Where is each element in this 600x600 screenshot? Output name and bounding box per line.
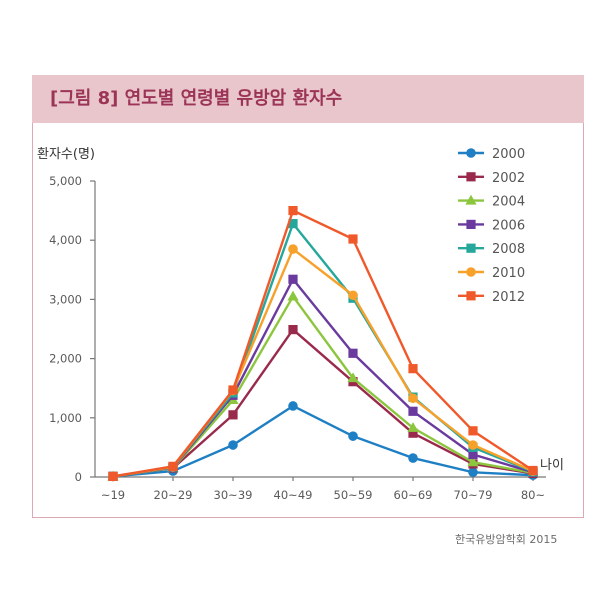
series-2008-point: [288, 219, 298, 229]
series-2010: [108, 244, 538, 482]
figure-title: [그림 8] 연도별 연령별 유방암 환자수: [50, 88, 343, 109]
legend-item-2004: 2004: [458, 195, 525, 210]
x-tick-label: 70~79: [454, 488, 493, 502]
y-tick-label: 0: [75, 470, 82, 484]
legend-item-2010: 2010: [458, 266, 525, 281]
source-credit: 한국유방암학회 2015: [455, 533, 558, 546]
legend-label: 2000: [492, 147, 525, 162]
legend-circle-marker: [466, 148, 476, 158]
legend-label: 2008: [492, 242, 525, 257]
axes: 0 1,000 2,000 3,000 4,000 5,000 ~19 20~29 30~39 4…: [49, 174, 546, 502]
legend-label: 2004: [492, 195, 525, 210]
series-2012-point: [408, 364, 418, 374]
y-axis-title: 환자수(명): [37, 147, 95, 162]
x-tick-label: 60~69: [394, 488, 433, 502]
series-2012: [108, 206, 538, 482]
legend-item-2008: 2008: [458, 242, 525, 257]
legend-label: 2002: [492, 171, 525, 186]
x-tick-label: 80~: [521, 488, 545, 502]
series-2000-point: [288, 401, 298, 411]
legend-label: 2012: [492, 290, 525, 305]
series-2000-point: [228, 440, 238, 450]
x-tick-label: 30~39: [214, 488, 253, 502]
legend-triangle-marker: [465, 194, 477, 205]
legend-label: 2006: [492, 218, 525, 233]
series-2010-point: [468, 440, 478, 450]
y-tick-label: 4,000: [49, 233, 82, 247]
series-2012-point: [528, 465, 538, 476]
legend-item-2012: 2012: [458, 290, 525, 305]
x-tick-label: 40~49: [274, 488, 313, 502]
y-tick-label: 2,000: [49, 352, 82, 366]
series-2004-point: [407, 422, 419, 432]
series-2002-point: [288, 324, 298, 335]
series-2012-point: [228, 385, 238, 395]
series-2006-point: [408, 406, 418, 416]
legend-item-2006: 2006: [458, 218, 525, 233]
legend-item-2000: 2000: [458, 147, 525, 162]
figure-header-band: [32, 75, 584, 123]
series-2010-point: [288, 244, 298, 254]
series-2000-line: [112, 404, 534, 478]
series-2006-point: [468, 449, 478, 460]
legend: 2000 2002 2004 2006 2008 2010 2012: [458, 147, 525, 305]
legend-square-marker: [466, 172, 476, 182]
legend-square-marker: [466, 243, 476, 253]
series-2012-point: [348, 234, 358, 244]
series-2002-line: [112, 328, 534, 478]
legend-label: 2010: [492, 266, 525, 281]
x-tick-label: 20~29: [154, 488, 193, 502]
series-2000-point: [348, 431, 358, 441]
series-2004-point: [287, 290, 299, 301]
y-tick-label: 1,000: [49, 411, 82, 425]
x-tick-label: ~19: [101, 488, 125, 502]
series-2006-point: [348, 348, 358, 358]
series-2002-point: [408, 428, 418, 438]
y-tick-label: 5,000: [49, 174, 82, 188]
legend-square-marker: [466, 291, 476, 301]
series-2006-point: [288, 274, 298, 284]
series-2012-point: [468, 426, 478, 436]
series-2010-point: [408, 393, 418, 404]
series-2002-point: [228, 410, 238, 420]
series-2012-point: [168, 461, 178, 471]
series-2000-point: [468, 467, 478, 478]
series-2012-point: [288, 206, 298, 216]
series-2012-point: [108, 471, 118, 482]
series-2012-line: [112, 209, 534, 478]
x-tick-label: 50~59: [334, 488, 373, 502]
legend-circle-marker: [466, 267, 476, 277]
legend-square-marker: [466, 219, 476, 229]
series-2004-point: [467, 456, 479, 467]
series-2008-line: [112, 222, 534, 478]
series-2004-point: [347, 372, 359, 383]
legend-item-2002: 2002: [458, 171, 525, 186]
y-tick-label: 3,000: [49, 292, 82, 306]
series-2010-point: [348, 290, 358, 301]
x-axis-title: 나이: [540, 458, 564, 473]
series-2000-point: [408, 453, 418, 463]
